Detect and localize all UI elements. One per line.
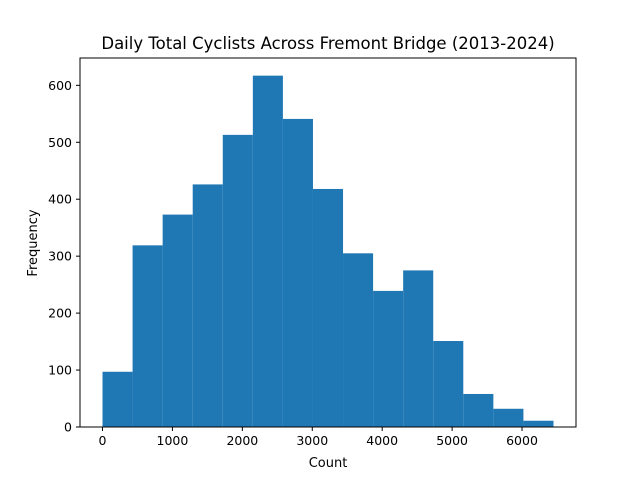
histogram-bar	[433, 341, 464, 427]
histogram-bar	[463, 393, 494, 427]
histogram-bar	[282, 118, 313, 428]
x-axis-label: Count	[309, 456, 348, 471]
x-tick-label: 3000	[296, 433, 328, 448]
histogram-bar	[132, 245, 163, 427]
x-tick-label: 0	[99, 433, 107, 448]
histogram-bar	[343, 253, 374, 427]
y-tick-label: 600	[48, 78, 72, 93]
y-tick-label: 500	[48, 135, 72, 150]
y-tick-label: 300	[48, 249, 72, 264]
y-tick-label: 0	[64, 420, 72, 435]
y-axis-label: Frequency	[26, 209, 41, 276]
chart-title: Daily Total Cyclists Across Fremont Brid…	[101, 34, 554, 53]
x-axis-ticks: 0 1000 2000 3000 4000 5000 6000	[99, 427, 538, 448]
plot-frame	[79, 57, 577, 428]
histogram-bar	[403, 270, 434, 427]
x-tick-label: 5000	[436, 433, 468, 448]
histogram-bar	[162, 214, 193, 427]
histogram-bar	[102, 371, 133, 427]
y-tick-label: 200	[48, 306, 72, 321]
histogram-bar	[222, 134, 253, 427]
x-tick-label: 2000	[226, 433, 258, 448]
histogram-bar	[493, 408, 524, 427]
x-tick-label: 1000	[157, 433, 189, 448]
x-tick-label: 6000	[506, 433, 538, 448]
histogram-bar	[312, 188, 344, 427]
histogram-bar	[373, 290, 404, 427]
bars-group	[102, 75, 554, 428]
y-axis-ticks: 0 100 200 300 400 500 600	[48, 78, 80, 435]
histogram-bar	[252, 75, 283, 428]
histogram-bar	[523, 420, 554, 427]
x-tick-label: 4000	[366, 433, 398, 448]
y-tick-label: 400	[48, 192, 72, 207]
histogram-bar	[192, 184, 223, 427]
y-tick-label: 100	[48, 363, 72, 378]
